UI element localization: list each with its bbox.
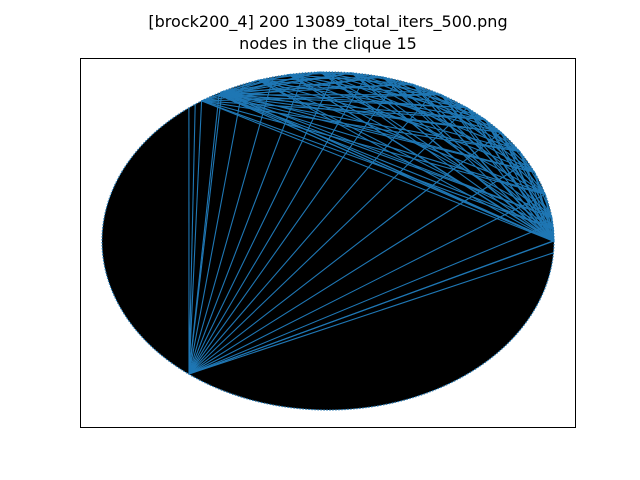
graph-edge	[188, 252, 554, 375]
graph-edge	[544, 194, 554, 242]
graph-edge	[382, 76, 486, 120]
graph-edge	[218, 94, 554, 230]
graph-edge	[218, 94, 554, 242]
graph-area	[101, 71, 555, 411]
graph-edge	[188, 94, 220, 375]
graph-edge	[218, 74, 289, 96]
graph-edge	[466, 107, 554, 242]
axes-frame	[80, 58, 576, 428]
graph-edge	[188, 240, 554, 375]
graph-edge	[351, 72, 553, 218]
graph-edge	[201, 100, 554, 242]
graph-edge	[288, 74, 553, 218]
graph-edge	[201, 100, 554, 230]
graph-edge	[188, 107, 468, 375]
graph-edge	[500, 132, 554, 242]
graph-edge	[257, 79, 554, 242]
graph-edge	[288, 74, 554, 242]
graph-edge	[188, 104, 196, 375]
graph-edge	[218, 72, 352, 96]
graph-edge	[188, 193, 546, 375]
graph-edge	[188, 71, 337, 375]
graph-edge	[188, 84, 244, 375]
graph-edge	[188, 100, 203, 375]
graph-edge	[484, 119, 554, 242]
graph-edge	[218, 76, 383, 96]
graph-edge	[382, 76, 546, 195]
graph-edge	[258, 71, 321, 81]
graph-edge	[218, 94, 535, 173]
graph-edge	[288, 72, 352, 76]
graph-edge	[218, 83, 413, 96]
graph-edge	[440, 94, 554, 242]
graph-edge	[201, 94, 220, 102]
graph-edge	[218, 94, 546, 195]
graph-edge	[188, 91, 435, 375]
graph-edge	[257, 79, 554, 230]
graph-edge	[519, 151, 554, 242]
graph-edge	[351, 72, 554, 242]
graph-edge	[412, 83, 502, 133]
graph-edge	[319, 71, 554, 242]
graph-edge	[188, 222, 554, 375]
graph-edge	[221, 91, 554, 242]
graph-edge	[188, 161, 528, 375]
graph-edge	[320, 71, 383, 78]
figure-subtitle: nodes in the clique 15	[239, 34, 417, 53]
graph-edge	[319, 71, 554, 230]
graph-edge	[382, 76, 442, 96]
graph-edge	[188, 79, 399, 375]
graph-edge	[500, 132, 535, 173]
graph-edge	[519, 151, 546, 195]
figure-title: [brock200_4] 200 13089_total_iters_500.p…	[148, 12, 508, 31]
graph-edge	[188, 76, 274, 375]
graph-edge	[188, 131, 502, 375]
graph-edge	[533, 172, 554, 242]
graph-edge	[258, 79, 520, 152]
graph-edge	[351, 72, 413, 85]
graph-edge	[218, 94, 502, 133]
graph-edge	[218, 71, 321, 96]
graph-edge	[218, 94, 520, 152]
graph-edge	[412, 83, 554, 242]
graph-edge	[218, 94, 468, 109]
graph-edge	[382, 76, 554, 242]
edge-layer	[188, 71, 555, 375]
